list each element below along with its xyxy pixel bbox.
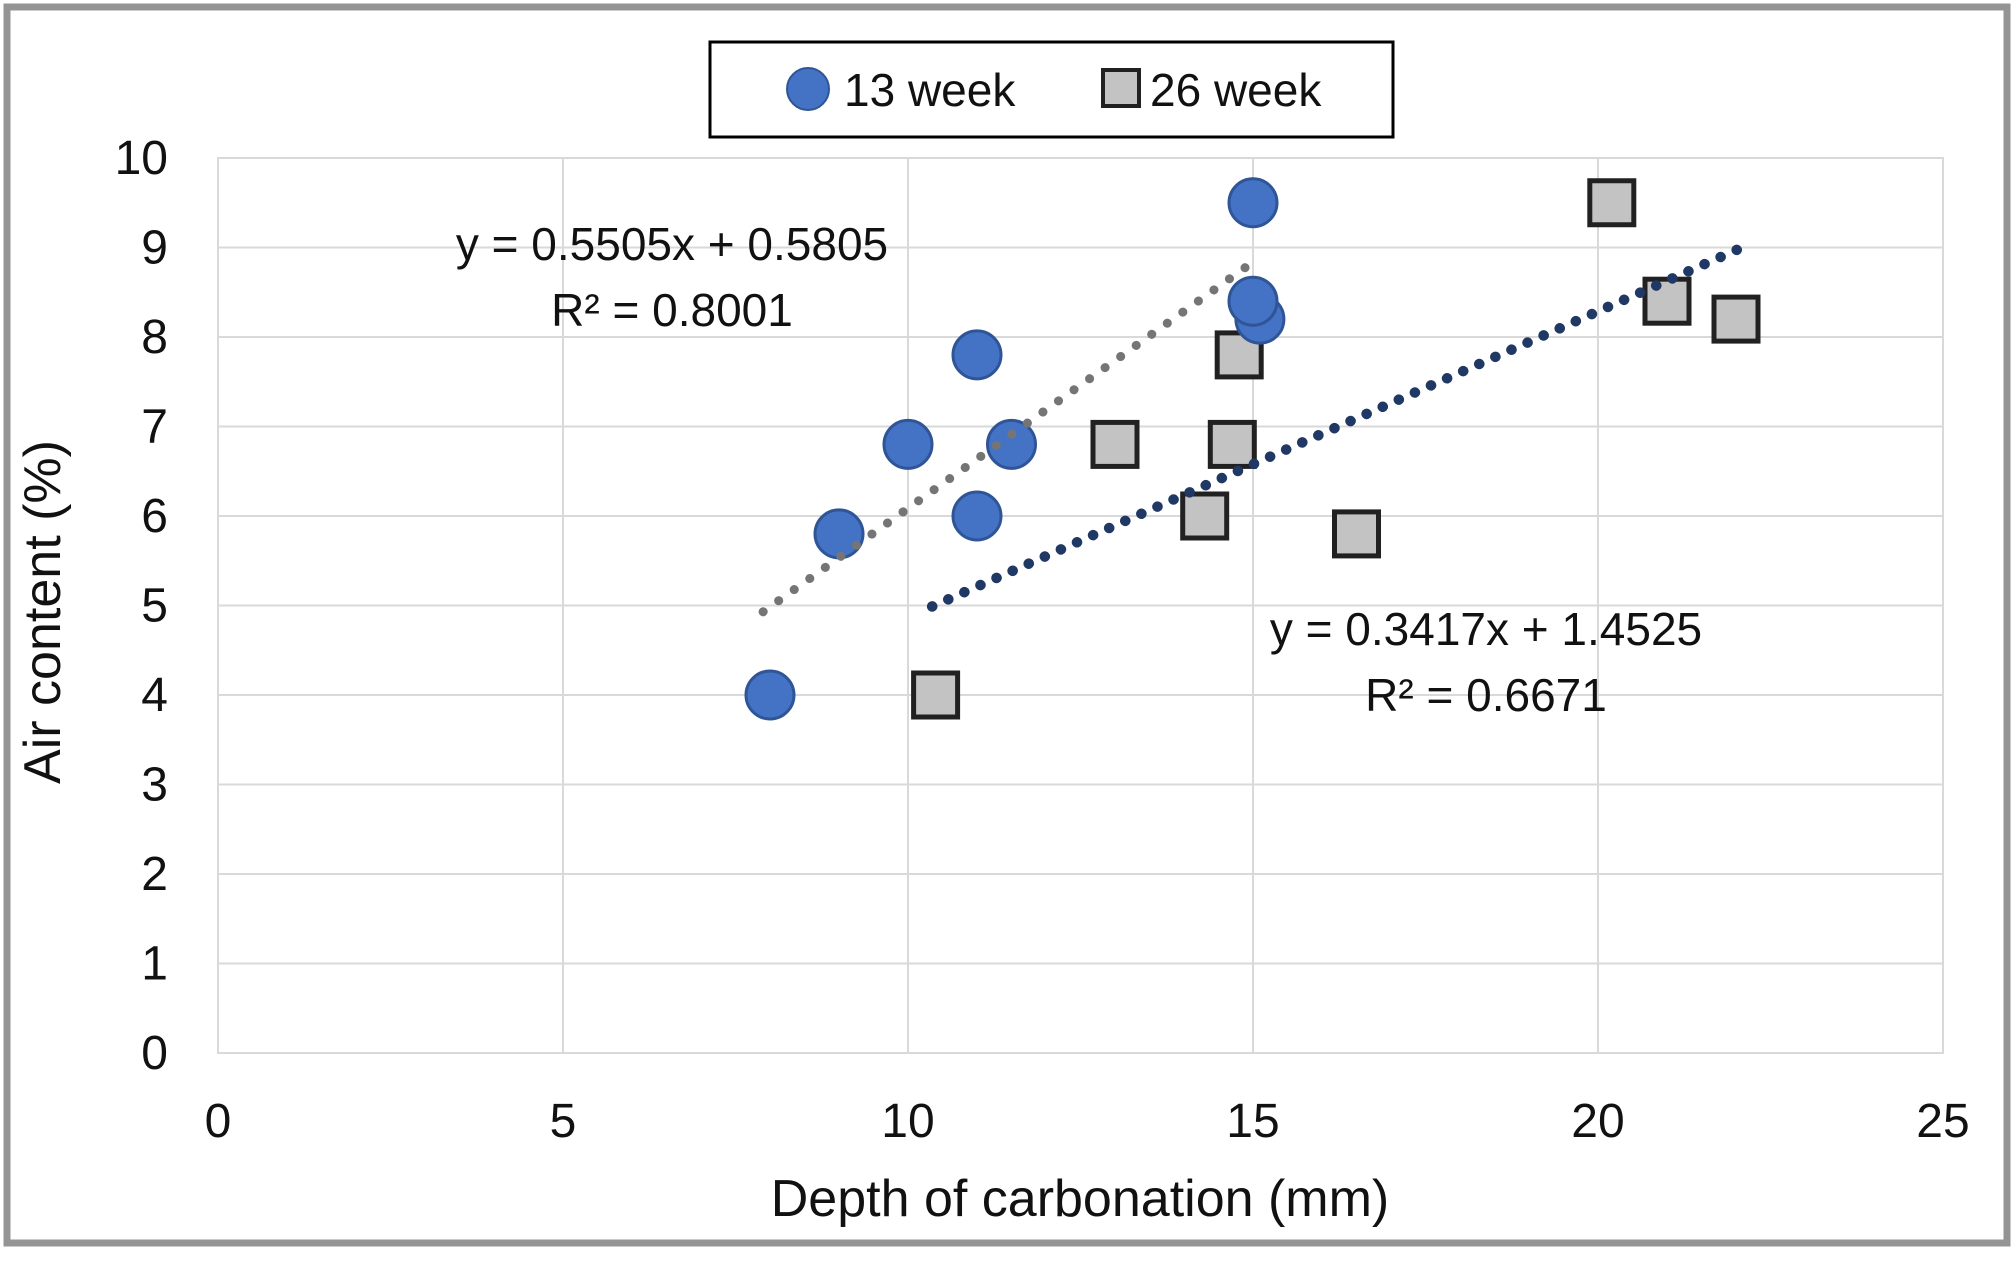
- legend-marker-circle-icon: [786, 67, 830, 111]
- y-tick-label: 10: [115, 132, 168, 185]
- gridlines: [217, 157, 1944, 1054]
- trendline-r-squared: R² = 0.6671: [1365, 669, 1607, 721]
- data-points: [744, 177, 1761, 721]
- plot-area-border: [217, 157, 1944, 1054]
- equation-annotations: y = 0.5505x + 0.5805 R² = 0.8001 y = 0.341…: [456, 218, 1702, 721]
- outer-frame: [3, 3, 2011, 1247]
- data-point-13week: [882, 418, 934, 470]
- data-point-13week: [813, 508, 865, 560]
- y-tick-label: 5: [141, 580, 168, 633]
- y-tick-label: 8: [141, 311, 168, 364]
- data-point-13week: [951, 490, 1003, 542]
- data-point-26week: [911, 670, 961, 720]
- data-point-13week: [1227, 275, 1279, 327]
- legend: 13 week 26 week: [708, 40, 1395, 139]
- y-tick-label: 2: [141, 848, 168, 901]
- y-axis-title: Air content (%): [14, 440, 72, 784]
- data-point-26week: [1207, 419, 1257, 469]
- x-tick-label: 25: [1916, 1095, 1969, 1148]
- trendlines: [758, 238, 1756, 617]
- trendline-equation: y = 0.5505x + 0.5805: [456, 218, 888, 270]
- y-tick-label: 7: [141, 401, 168, 454]
- legend-label-13week: 13 week: [844, 64, 1016, 116]
- trendline-13week: [758, 252, 1265, 617]
- x-tick-label: 20: [1571, 1095, 1624, 1148]
- screenshot-border: [3, 3, 2011, 1247]
- x-tick-label: 5: [550, 1095, 577, 1148]
- data-point-26week: [1642, 276, 1692, 326]
- data-point-26week: [1711, 294, 1761, 344]
- y-tick-label: 3: [141, 759, 168, 812]
- data-point-26week: [1332, 509, 1381, 559]
- x-tick-label: 10: [881, 1095, 934, 1148]
- axis-tick-labels: 0 1 2 3 4 5 6 7 8 9 10 0 5 10 15 20 25: [115, 132, 1970, 1148]
- legend-label-26week: 26 week: [1150, 64, 1322, 116]
- x-tick-label: 15: [1226, 1095, 1279, 1148]
- data-point-13week: [986, 418, 1037, 470]
- data-point-26week: [1090, 419, 1140, 469]
- data-point-13week: [1227, 177, 1279, 229]
- x-axis-title: Depth of carbonation (mm): [771, 1170, 1390, 1228]
- data-point-26week: [1180, 491, 1230, 541]
- trendline-equation: y = 0.3417x + 1.4525: [1270, 603, 1702, 655]
- data-point-26week: [1587, 178, 1637, 228]
- y-tick-label: 0: [141, 1027, 168, 1080]
- x-tick-label: 0: [205, 1095, 232, 1148]
- y-tick-label: 6: [141, 490, 168, 543]
- data-point-13week: [951, 329, 1003, 381]
- y-tick-label: 1: [141, 938, 168, 991]
- axis-titles: Air content (%) Depth of carbonation (mm): [14, 440, 1389, 1228]
- y-tick-label: 4: [141, 669, 168, 722]
- trendline-r-squared: R² = 0.8001: [551, 284, 793, 336]
- data-point-13week: [744, 669, 796, 721]
- y-tick-label: 9: [141, 222, 168, 275]
- legend-marker-square-icon: [1101, 68, 1141, 108]
